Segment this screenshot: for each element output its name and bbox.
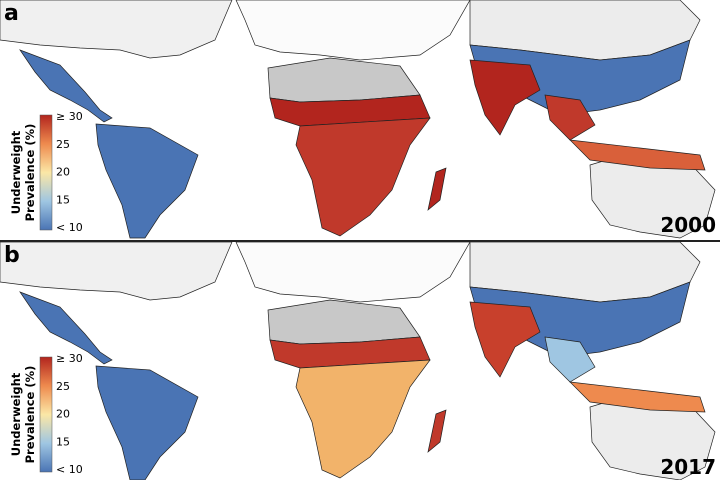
legend-colorbar [39, 114, 53, 231]
legend-title: Underweight Prevalence (%) [9, 124, 37, 222]
legend-tick-label: ≥ 30 [56, 110, 83, 123]
legend-tick-label: < 10 [56, 221, 83, 234]
panel-year: 2000 [660, 213, 716, 237]
legend-title-line: Underweight [9, 130, 23, 214]
legend-title: Underweight Prevalence (%) [9, 366, 37, 464]
legend-title-line: Prevalence (%) [23, 366, 37, 464]
legend-tick-label: 25 [56, 380, 70, 393]
legend-tick-label: 15 [56, 435, 70, 448]
legend-tick-label: 25 [56, 138, 70, 151]
legend-title-line: Prevalence (%) [23, 124, 37, 222]
panel-year: 2017 [660, 455, 716, 479]
panel-label: a [4, 1, 19, 26]
legend-tick-label: 20 [56, 408, 70, 421]
legend-tick-label: < 10 [56, 463, 83, 476]
map-panel: b 2017 ≥ 30 25 20 15 < 10 Underweight Prevalence… [0, 241, 720, 480]
legend-title-line: Underweight [9, 372, 23, 456]
legend-tick-label: ≥ 30 [56, 352, 83, 365]
panel-label: b [4, 243, 20, 268]
map-panel: a 2000 ≥ 30 25 20 15 < 10 Underweight Prevalence… [0, 0, 720, 241]
legend-tick-label: 20 [56, 166, 70, 179]
legend-tick-label: 15 [56, 193, 70, 206]
legend-colorbar [39, 356, 53, 473]
